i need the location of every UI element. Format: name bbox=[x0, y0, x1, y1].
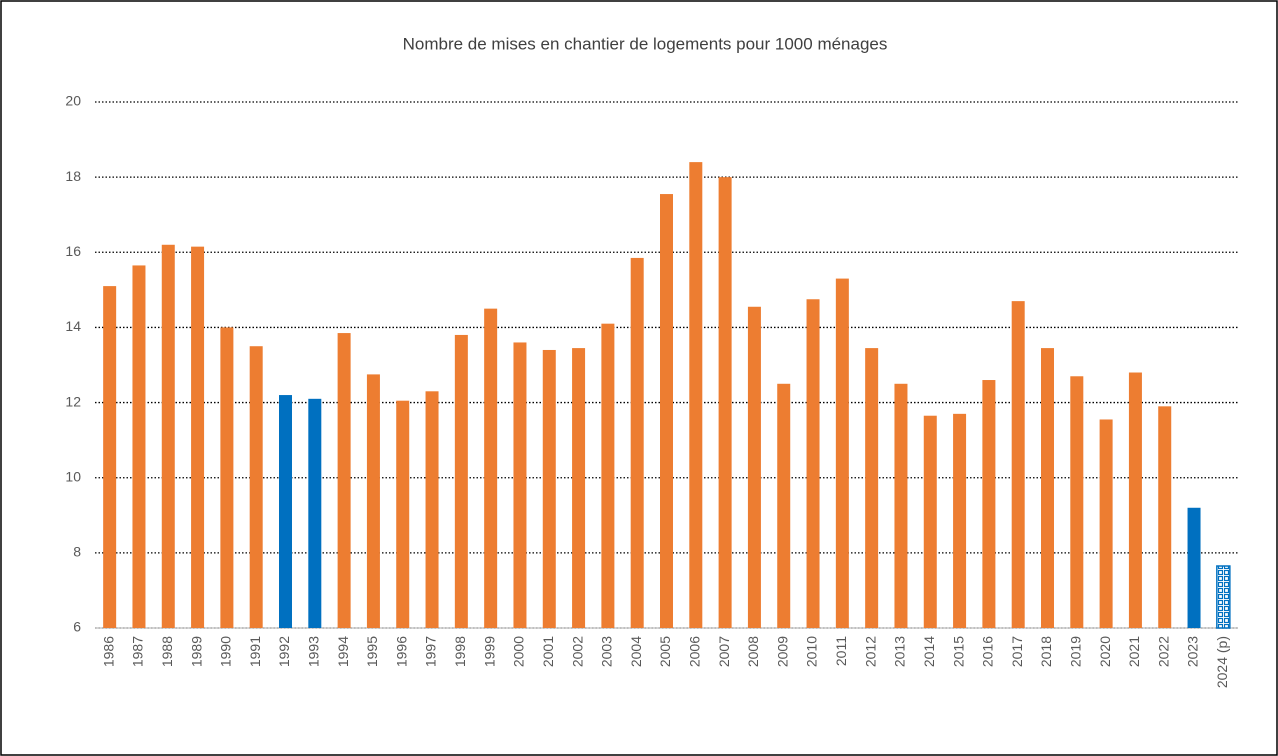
bar bbox=[513, 342, 527, 628]
x-tick-label: 2003 bbox=[599, 636, 615, 667]
bar bbox=[1041, 348, 1054, 628]
y-tick-label: 10 bbox=[65, 468, 81, 484]
x-tick-label: 2015 bbox=[950, 636, 966, 667]
chart-title: Nombre de mises en chantier de logements… bbox=[403, 34, 888, 53]
bar bbox=[132, 265, 146, 628]
x-tick-label: 2020 bbox=[1097, 636, 1113, 667]
x-tick-label: 1988 bbox=[159, 636, 175, 667]
bar bbox=[1158, 406, 1172, 628]
x-tick-label: 1995 bbox=[364, 636, 380, 667]
x-tick-label: 2018 bbox=[1038, 636, 1054, 667]
x-tick-label: 2002 bbox=[569, 636, 585, 667]
x-tick-label: 2010 bbox=[804, 636, 820, 667]
x-tick-label: 1989 bbox=[188, 636, 204, 667]
bar bbox=[982, 380, 996, 628]
x-tick-label: 2024 (p) bbox=[1214, 636, 1230, 688]
bar bbox=[1216, 565, 1231, 629]
x-tick-label: 2007 bbox=[716, 636, 732, 667]
bar bbox=[1128, 372, 1142, 628]
x-tick-label: 1992 bbox=[276, 636, 292, 667]
bar bbox=[630, 257, 644, 628]
bar bbox=[103, 286, 117, 628]
bar bbox=[1011, 301, 1025, 628]
bar bbox=[161, 244, 175, 628]
bar bbox=[220, 327, 234, 628]
x-tick-label: 2011 bbox=[833, 636, 849, 666]
bar bbox=[953, 413, 967, 628]
x-tick-label: 1987 bbox=[130, 636, 146, 667]
x-tick-label: 1991 bbox=[247, 636, 263, 667]
bar bbox=[337, 333, 351, 628]
bar bbox=[806, 299, 820, 628]
x-tick-label: 1998 bbox=[452, 636, 468, 667]
x-tick-label: 2013 bbox=[892, 636, 908, 667]
bar bbox=[191, 246, 205, 628]
y-tick-label: 18 bbox=[65, 168, 81, 184]
x-tick-label: 1993 bbox=[306, 636, 322, 667]
bar bbox=[777, 383, 791, 628]
y-tick-label: 12 bbox=[65, 393, 81, 409]
x-tick-label: 2008 bbox=[745, 636, 761, 667]
x-tick-label: 2016 bbox=[980, 636, 996, 667]
x-tick-label: 2001 bbox=[540, 636, 556, 667]
bar bbox=[865, 348, 879, 628]
bar bbox=[542, 349, 556, 628]
bar bbox=[308, 398, 322, 628]
bar bbox=[894, 383, 908, 628]
bar bbox=[249, 346, 263, 628]
bar bbox=[396, 400, 410, 628]
y-tick-label: 14 bbox=[65, 318, 81, 334]
x-tick-label: 1986 bbox=[100, 636, 116, 667]
x-tick-label: 1990 bbox=[218, 636, 234, 667]
x-tick-label: 2000 bbox=[511, 636, 527, 667]
x-tick-label: 2005 bbox=[657, 636, 673, 667]
y-tick-label: 8 bbox=[73, 544, 81, 560]
x-tick-label: 2019 bbox=[1068, 636, 1084, 667]
bar bbox=[747, 306, 761, 628]
x-tick-label: 2006 bbox=[687, 636, 703, 667]
y-tick-label: 16 bbox=[65, 243, 81, 259]
bar bbox=[425, 391, 439, 628]
x-tick-label: 2022 bbox=[1155, 636, 1171, 667]
x-tick-label: 2021 bbox=[1126, 636, 1142, 667]
bar bbox=[660, 194, 673, 629]
x-tick-label: 2017 bbox=[1009, 636, 1025, 667]
bar bbox=[835, 278, 849, 628]
bar bbox=[279, 395, 292, 628]
bar bbox=[454, 334, 468, 628]
x-tick-label: 2009 bbox=[774, 636, 790, 667]
x-tick-label: 1997 bbox=[423, 636, 439, 667]
x-tick-label: 2012 bbox=[862, 636, 878, 667]
y-tick-label: 20 bbox=[65, 93, 81, 109]
bar bbox=[1187, 507, 1201, 628]
x-tick-label: 2023 bbox=[1185, 636, 1201, 667]
bar bbox=[689, 162, 703, 628]
bar bbox=[366, 374, 380, 628]
x-tick-label: 1994 bbox=[335, 636, 351, 667]
bar bbox=[718, 177, 732, 628]
bar bbox=[1099, 419, 1113, 628]
x-tick-label: 2014 bbox=[921, 636, 937, 667]
x-tick-label: 1999 bbox=[481, 636, 497, 667]
bar bbox=[572, 348, 586, 628]
x-tick-label: 1996 bbox=[393, 636, 409, 667]
bar bbox=[601, 323, 615, 628]
x-tick-label: 2004 bbox=[628, 636, 644, 667]
bar bbox=[923, 415, 937, 628]
y-tick-label: 6 bbox=[73, 619, 81, 635]
bar bbox=[484, 308, 498, 628]
bar bbox=[1070, 376, 1084, 628]
